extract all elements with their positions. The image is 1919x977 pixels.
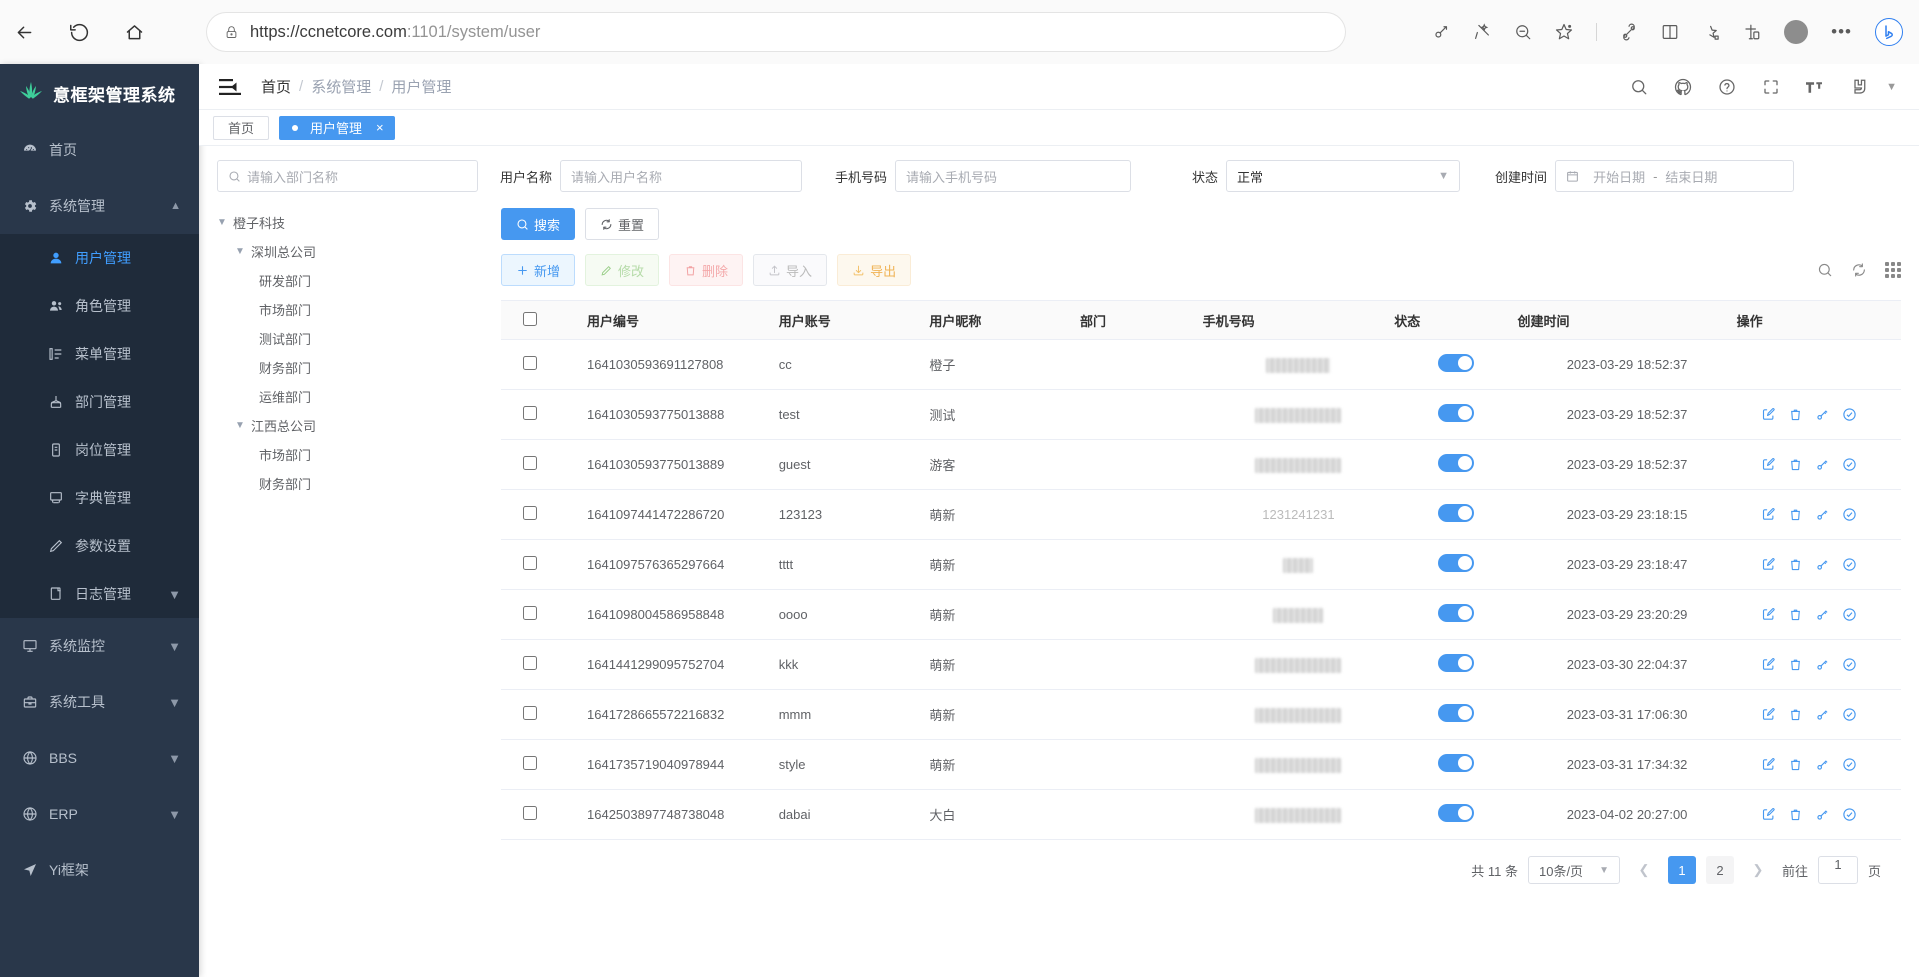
svg-text:T: T	[1817, 80, 1822, 89]
svg-text:T: T	[1806, 81, 1814, 95]
